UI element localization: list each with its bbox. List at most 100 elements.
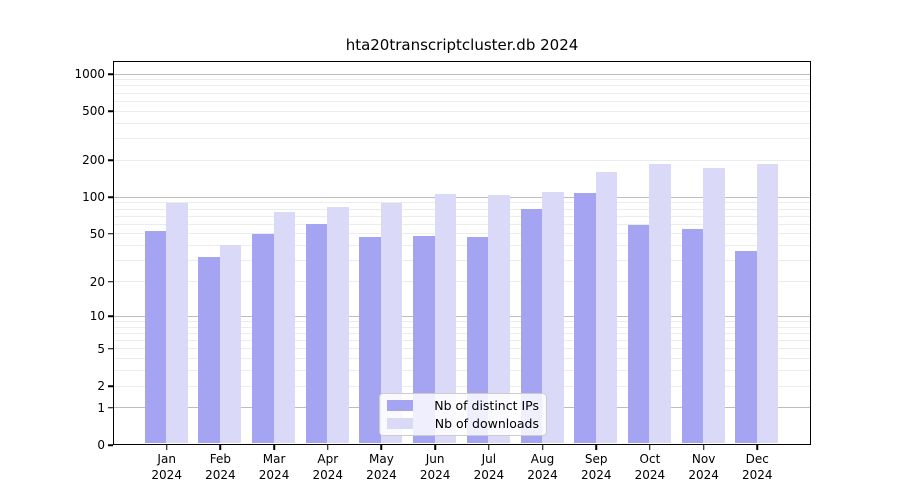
bar-downloads-jun [434,194,457,443]
gridline-900 [114,79,810,81]
chart-title: hta20transcriptcluster.db 2024 [345,36,579,54]
y-tick-label-50: 50 [89,226,105,241]
x-tick-mark-7 [541,445,544,450]
gridline-5 [114,348,810,350]
bar-downloads-mar [273,211,296,443]
x-tick-mark-8 [595,445,597,450]
y-tick-label-20: 20 [89,274,105,289]
x-tick-label-apr: Apr 2024 [312,452,344,482]
x-tick-mark-11 [756,445,759,450]
x-tick-mark-10 [702,445,705,450]
legend-swatch-distinct-ips [387,400,413,411]
x-tick-label-nov: Nov 2024 [688,452,719,482]
y-tick-mark-1 [108,407,113,409]
bar-downloads-oct [649,163,671,443]
gridline-60 [114,223,810,225]
y-tick-label-2: 2 [97,379,105,393]
gridline-100 [114,196,810,198]
bar-downloads-sep [595,171,618,443]
x-tick-label-jul: Jul 2024 [473,452,505,482]
x-tick-mark-4 [380,445,383,450]
x-tick-label-jan: Jan 2024 [151,452,182,482]
bar-ips-nov [681,229,704,443]
y-tick-mark-0 [108,444,113,446]
gridline-80 [114,208,810,210]
gridline-600 [114,100,810,102]
y-tick-label-10: 10 [89,309,105,324]
bar-ips-jun [413,235,435,443]
bar-downloads-nov [703,168,725,443]
y-tick-mark-1000 [108,73,113,75]
bar-ips-aug [520,208,543,443]
gridline-30 [114,260,810,262]
bar-ips-jul [466,236,489,443]
gridline-800 [114,85,810,87]
gridline-40 [114,245,810,247]
x-tick-mark-6 [488,445,490,450]
bar-downloads-feb [219,245,242,443]
legend-item-downloads: Nb of downloads [387,416,539,431]
legend-swatch-downloads [387,418,413,429]
gridline-4 [114,358,810,360]
gridline-70 [114,215,810,217]
x-tick-label-feb: Feb 2024 [205,452,236,482]
x-tick-mark-0 [165,445,168,450]
y-tick-label-1000: 1000 [74,67,105,81]
x-tick-mark-1 [219,445,222,450]
bar-ips-sep [574,192,596,443]
gridline-3 [114,370,810,372]
x-tick-label-oct: Oct 2024 [634,452,666,482]
gridline-20 [114,281,810,282]
bar-downloads-jul [488,194,510,443]
bar-downloads-jan [166,203,188,443]
x-tick-mark-2 [273,445,275,450]
x-tick-label-aug: Aug 2024 [527,452,558,482]
bar-ips-oct [627,224,650,443]
y-tick-mark-50 [108,233,113,235]
gridline-700 [114,92,810,94]
gridline-90 [114,202,810,204]
y-tick-label-500: 500 [82,104,105,119]
y-tick-mark-200 [108,159,113,161]
y-tick-label-5: 5 [97,341,105,356]
gridline-50 [114,233,810,235]
bar-downloads-dec [756,163,779,443]
plot-area [113,61,811,445]
bar-ips-may [359,236,381,443]
gridline-400 [114,122,810,124]
bar-ips-mar [252,234,274,443]
bar-downloads-apr [327,206,349,443]
x-tick-label-jun: Jun 2024 [419,452,451,482]
bar-ips-feb [198,256,220,443]
bar-ips-jan [144,231,167,443]
x-tick-label-may: May 2024 [366,452,397,482]
gridline-500 [114,110,810,112]
gridline-10 [114,315,810,317]
x-tick-mark-3 [327,445,329,450]
y-tick-label-1: 1 [97,400,105,415]
legend-label-downloads: Nb of downloads [434,416,539,431]
gridline-7 [114,332,810,334]
legend: Nb of distinct IPs Nb of downloads [379,393,547,436]
y-tick-label-100: 100 [82,190,105,205]
gridline-1000 [114,73,810,75]
bar-downloads-aug [542,191,564,443]
gridline-8 [114,326,810,328]
gridline-2 [114,385,810,387]
x-tick-label-mar: Mar 2024 [258,452,290,482]
y-tick-mark-100 [108,196,113,198]
gridline-200 [114,159,810,161]
gridline-300 [114,138,810,140]
bar-ips-apr [305,223,328,443]
x-tick-label-sep: Sep 2024 [580,452,612,482]
gridline-9 [114,320,810,322]
y-tick-label-200: 200 [82,153,105,168]
x-tick-mark-9 [649,445,651,450]
x-tick-mark-5 [434,445,436,450]
gridline-6 [114,340,810,341]
x-tick-label-dec: Dec 2024 [742,452,773,482]
y-tick-mark-2 [108,385,113,387]
y-tick-label-0: 0 [97,438,105,452]
legend-label-distinct-ips: Nb of distinct IPs [434,398,539,413]
